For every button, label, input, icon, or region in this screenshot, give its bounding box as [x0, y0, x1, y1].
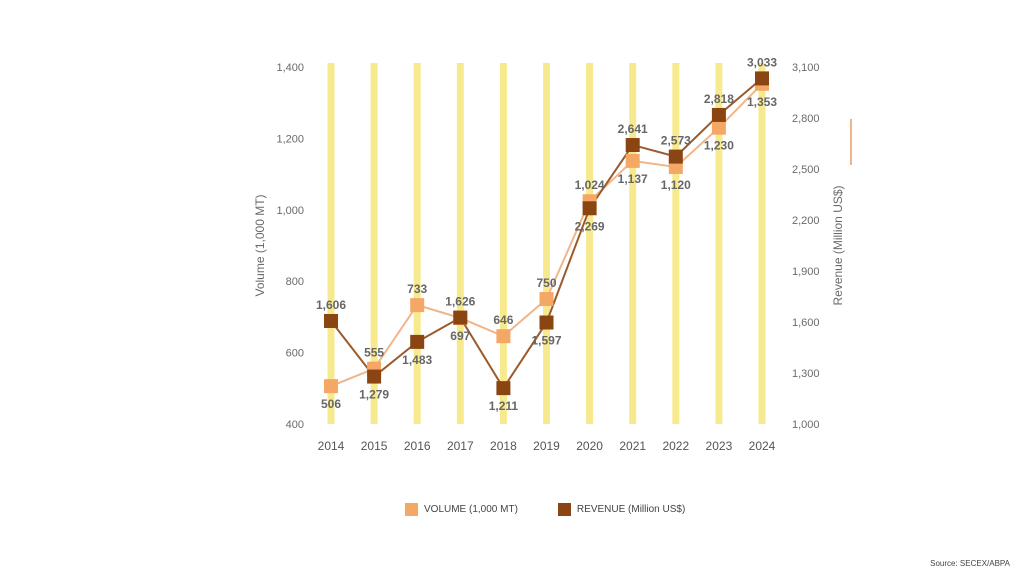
y-left-tick-label: 800 [286, 276, 304, 288]
volume-point [625, 153, 640, 168]
x-tick-label: 2018 [490, 439, 517, 453]
revenue-point [755, 71, 769, 86]
y-right-axis-title: Revenue (Million US$) [831, 185, 845, 305]
revenue-point [582, 201, 597, 216]
y-right-tick-label: 2,800 [792, 113, 820, 125]
revenue-data-label: 1,211 [489, 399, 519, 413]
background-bar [586, 63, 594, 424]
volume-point [324, 379, 338, 394]
legend-item-revenue: REVENUE (Million US$) [557, 503, 686, 516]
chart-legend: VOLUME (1,000 MT) REVENUE (Million US$) [405, 503, 685, 516]
background-bar [758, 63, 766, 424]
y-left-tick-label: 1,400 [276, 62, 304, 74]
background-bar [456, 63, 464, 424]
y-left-tick-label: 600 [286, 348, 304, 360]
background-bar [543, 63, 550, 424]
volume-data-label: 646 [493, 313, 513, 327]
background-bar [672, 63, 680, 424]
x-tick-label: 2021 [619, 439, 646, 453]
side-accent-mark [850, 119, 852, 165]
revenue-point [539, 315, 554, 330]
y-right-tick-label: 1,300 [792, 368, 820, 380]
revenue-point [410, 334, 425, 349]
volume-point [410, 298, 425, 313]
revenue-data-label: 2,641 [618, 122, 648, 136]
legend-swatch-revenue [557, 503, 571, 516]
volume-data-label: 733 [407, 282, 427, 296]
volume-data-label: 697 [450, 329, 470, 343]
revenue-data-label: 2,269 [575, 219, 605, 233]
volume-data-label: 1,120 [661, 178, 691, 192]
revenue-data-label: 1,279 [359, 388, 389, 402]
x-tick-label: 2019 [533, 439, 560, 453]
y-left-axis-title: Volume (1,000 MT) [253, 194, 267, 296]
background-bar [715, 63, 723, 424]
legend-item-volume: VOLUME (1,000 MT) [405, 503, 518, 516]
y-left-tick-label: 400 [286, 419, 304, 431]
revenue-point [711, 107, 726, 122]
x-tick-label: 2017 [447, 439, 474, 453]
background-bar [629, 63, 637, 424]
volume-data-label: 750 [536, 276, 556, 290]
revenue-point [496, 381, 511, 396]
revenue-data-label: 1,626 [445, 295, 475, 309]
y-right-tick-label: 1,600 [792, 317, 820, 329]
x-tick-label: 2024 [749, 439, 776, 453]
revenue-data-label: 1,597 [531, 334, 561, 348]
volume-data-label: 555 [364, 346, 384, 360]
source-note: Source: SECEX/ABPA [930, 559, 1010, 568]
x-tick-label: 2015 [361, 439, 388, 453]
background-bar [327, 63, 335, 424]
volume-point [711, 120, 726, 135]
y-right-tick-label: 1,000 [792, 419, 820, 431]
volume-data-label: 1,024 [575, 178, 605, 192]
volume-data-label: 506 [321, 397, 341, 411]
revenue-point [453, 310, 468, 325]
y-left-tick-label: 1,000 [276, 205, 304, 217]
revenue-point [668, 149, 683, 164]
revenue-data-label: 2,818 [704, 92, 734, 106]
background-bar [499, 63, 507, 424]
y-left-tick-label: 1,200 [276, 133, 304, 145]
y-right-tick-label: 3,100 [792, 62, 820, 74]
revenue-data-label: 3,033 [747, 55, 777, 69]
x-tick-label: 2023 [706, 439, 733, 453]
revenue-data-label: 1,483 [402, 353, 432, 367]
revenue-point [367, 369, 382, 384]
revenue-data-label: 1,606 [316, 298, 346, 312]
volume-point [539, 292, 554, 307]
y-right-tick-label: 2,500 [792, 164, 820, 176]
background-bar [413, 63, 421, 424]
y-right-tick-label: 2,200 [792, 215, 820, 227]
y-right-tick-label: 1,900 [792, 266, 820, 278]
legend-label-volume: VOLUME (1,000 MT) [424, 504, 518, 515]
revenue-point [625, 138, 640, 153]
revenue-point [324, 313, 338, 328]
background-bar [370, 63, 378, 424]
volume-data-label: 1,137 [618, 172, 648, 186]
revenue-data-label: 2,573 [661, 134, 691, 148]
legend-label-revenue: REVENUE (Million US$) [576, 504, 686, 515]
volume-data-label: 1,230 [704, 139, 734, 153]
legend-swatch-volume [405, 503, 418, 516]
x-tick-label: 2014 [318, 439, 345, 453]
volume-point [496, 329, 511, 344]
volume-data-label: 1,353 [747, 95, 777, 109]
x-tick-label: 2020 [576, 439, 603, 453]
x-tick-label: 2016 [404, 439, 431, 453]
x-tick-label: 2022 [662, 439, 689, 453]
